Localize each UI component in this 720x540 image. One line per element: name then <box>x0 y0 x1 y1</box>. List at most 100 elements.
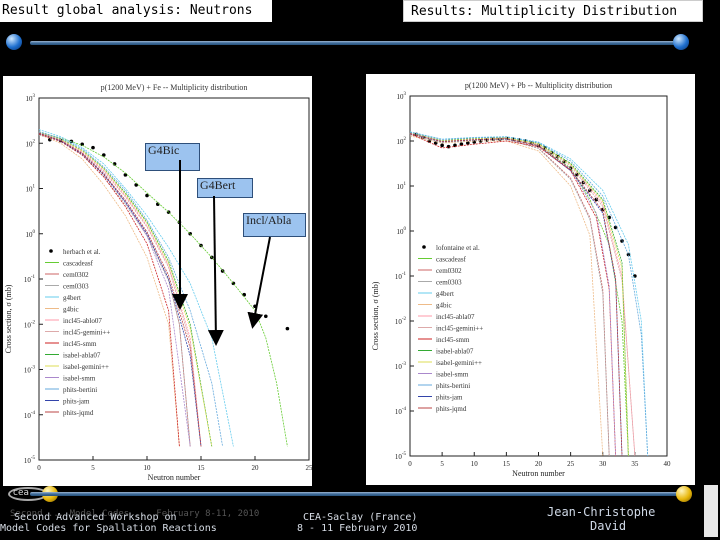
series-line <box>38 132 202 447</box>
x-tick-label: 5 <box>91 464 95 472</box>
y-tick-label: 10-1 <box>24 275 36 284</box>
y-tick-label: 103 <box>26 94 36 103</box>
footer-right-gold-ball-icon <box>676 486 692 502</box>
y-tick-label: 101 <box>397 182 407 191</box>
legend-entry: cascadeasf <box>436 256 467 264</box>
legend-entry: isabel-abla07 <box>63 352 101 360</box>
right-blue-ball-icon <box>673 34 689 50</box>
y-tick-label: 10-1 <box>395 272 407 281</box>
series-line <box>409 132 629 457</box>
legend-entry: g4bic <box>63 306 79 314</box>
series-line <box>38 132 202 447</box>
legend-entry: herbach et al. <box>63 248 101 256</box>
legend-entry: isabel-gemini++ <box>436 359 482 367</box>
legend-entry: isabel-smm <box>63 375 96 383</box>
legend-entry: incl45-gemini++ <box>63 329 110 337</box>
footer-divider <box>30 492 680 496</box>
x-tick-label: 10 <box>471 460 479 468</box>
legend-entry: cem0302 <box>436 267 462 275</box>
data-point <box>112 162 117 166</box>
y-tick-label: 10-5 <box>395 452 407 461</box>
series-line <box>38 131 223 447</box>
series-line <box>409 135 604 457</box>
chart-fe-svg: p(1200 MeV) + Fe -- Multiplicity distrib… <box>4 83 313 482</box>
series-line <box>38 131 288 447</box>
data-point <box>440 143 444 148</box>
data-point <box>102 153 106 157</box>
x-tick-label: 20 <box>535 460 543 468</box>
legend-entry: isabel-gemini++ <box>63 363 109 371</box>
legend-entry: g4bert <box>436 290 454 298</box>
footer-ghost-text: Second ... Model Codes ... February 8-11… <box>10 509 260 519</box>
x-tick-label: 40 <box>664 460 672 468</box>
y-tick-label: 10-3 <box>24 366 36 375</box>
chart-pb-multiplicity: p(1200 MeV) + Pb -- Multiplicity distrib… <box>366 74 695 485</box>
y-tick-label: 100 <box>26 230 36 239</box>
y-tick-label: 10-2 <box>395 317 407 326</box>
series-line <box>409 133 616 457</box>
legend-entry: cem0303 <box>63 283 89 291</box>
y-axis-label: Cross section, σ (mb) <box>4 284 13 353</box>
legend-entry: cem0303 <box>436 279 462 287</box>
legend-entry: phits-jqmd <box>63 409 94 417</box>
legend-entry: phits-jam <box>436 394 463 402</box>
y-tick-label: 10-2 <box>24 320 36 329</box>
data-point <box>285 326 290 331</box>
x-tick-label: 25 <box>567 460 575 468</box>
series-line <box>38 134 191 447</box>
data-point <box>80 142 84 147</box>
legend-entry: incl45-abla07 <box>436 313 475 321</box>
x-tick-label: 15 <box>503 460 511 468</box>
series-line <box>38 133 180 447</box>
y-tick-label: 10-4 <box>24 411 36 420</box>
annotation-g4bert: G4Bert <box>197 178 253 198</box>
legend-entry: incl45-ablo07 <box>63 317 102 325</box>
series-line <box>38 129 234 447</box>
x-tick-label: 10 <box>144 464 152 472</box>
legend-entry: g4bert <box>63 294 81 302</box>
series-line <box>38 132 213 447</box>
x-tick-label: 5 <box>440 460 444 468</box>
annotation-g4bic: G4Bic <box>145 143 200 171</box>
footer-workshop-line2: Model Codes for Spallation Reactions <box>0 523 217 534</box>
data-point <box>626 252 631 257</box>
x-tick-label: 20 <box>252 464 260 472</box>
x-tick-label: 35 <box>631 460 639 468</box>
chart-fe-multiplicity: p(1200 MeV) + Fe -- Multiplicity distrib… <box>3 76 312 486</box>
legend-swatch <box>422 245 426 249</box>
series-line <box>38 132 191 447</box>
x-tick-label: 0 <box>37 464 41 472</box>
footer-workshop-line1: Second Advanced Workshop on <box>14 512 177 523</box>
y-tick-label: 103 <box>397 92 407 101</box>
legend-entry: isabel-smm <box>436 371 469 379</box>
data-point <box>446 144 451 149</box>
slide-title-left: Result global analysis: Neutrons <box>0 0 272 22</box>
chart-pb-svg: p(1200 MeV) + Pb -- Multiplicity distrib… <box>371 81 672 478</box>
y-tick-label: 10-4 <box>395 407 407 416</box>
data-point <box>466 141 470 145</box>
series-line <box>38 133 202 447</box>
data-point <box>145 193 149 198</box>
title-divider <box>30 41 680 45</box>
x-tick-label: 0 <box>408 460 412 468</box>
data-point <box>123 173 128 177</box>
y-tick-label: 101 <box>26 185 36 194</box>
x-tick-label: 25 <box>306 464 313 472</box>
legend-entry: phits-bertini <box>63 386 97 394</box>
series-line <box>409 131 649 457</box>
legend-entry: phits-jam <box>63 398 90 406</box>
y-tick-label: 100 <box>397 227 407 236</box>
left-blue-ball-icon <box>6 34 22 50</box>
x-tick-label: 15 <box>198 464 206 472</box>
footer-dates: 8 - 11 February 2010 <box>297 523 418 534</box>
legend-entry: phits-jqmd <box>436 405 467 413</box>
series-line <box>38 133 180 447</box>
legend-entry: incl45-gemini++ <box>436 325 483 333</box>
data-point <box>264 314 268 319</box>
y-tick-label: 102 <box>26 139 36 148</box>
y-axis-label: Cross section, σ (mb) <box>371 281 380 350</box>
slide-title-right: Results: Multiplicity Distribution <box>403 0 703 22</box>
data-point <box>253 304 257 309</box>
footer-author-firstname: Jean-Christophe <box>547 505 656 519</box>
partner-logos <box>704 485 718 537</box>
